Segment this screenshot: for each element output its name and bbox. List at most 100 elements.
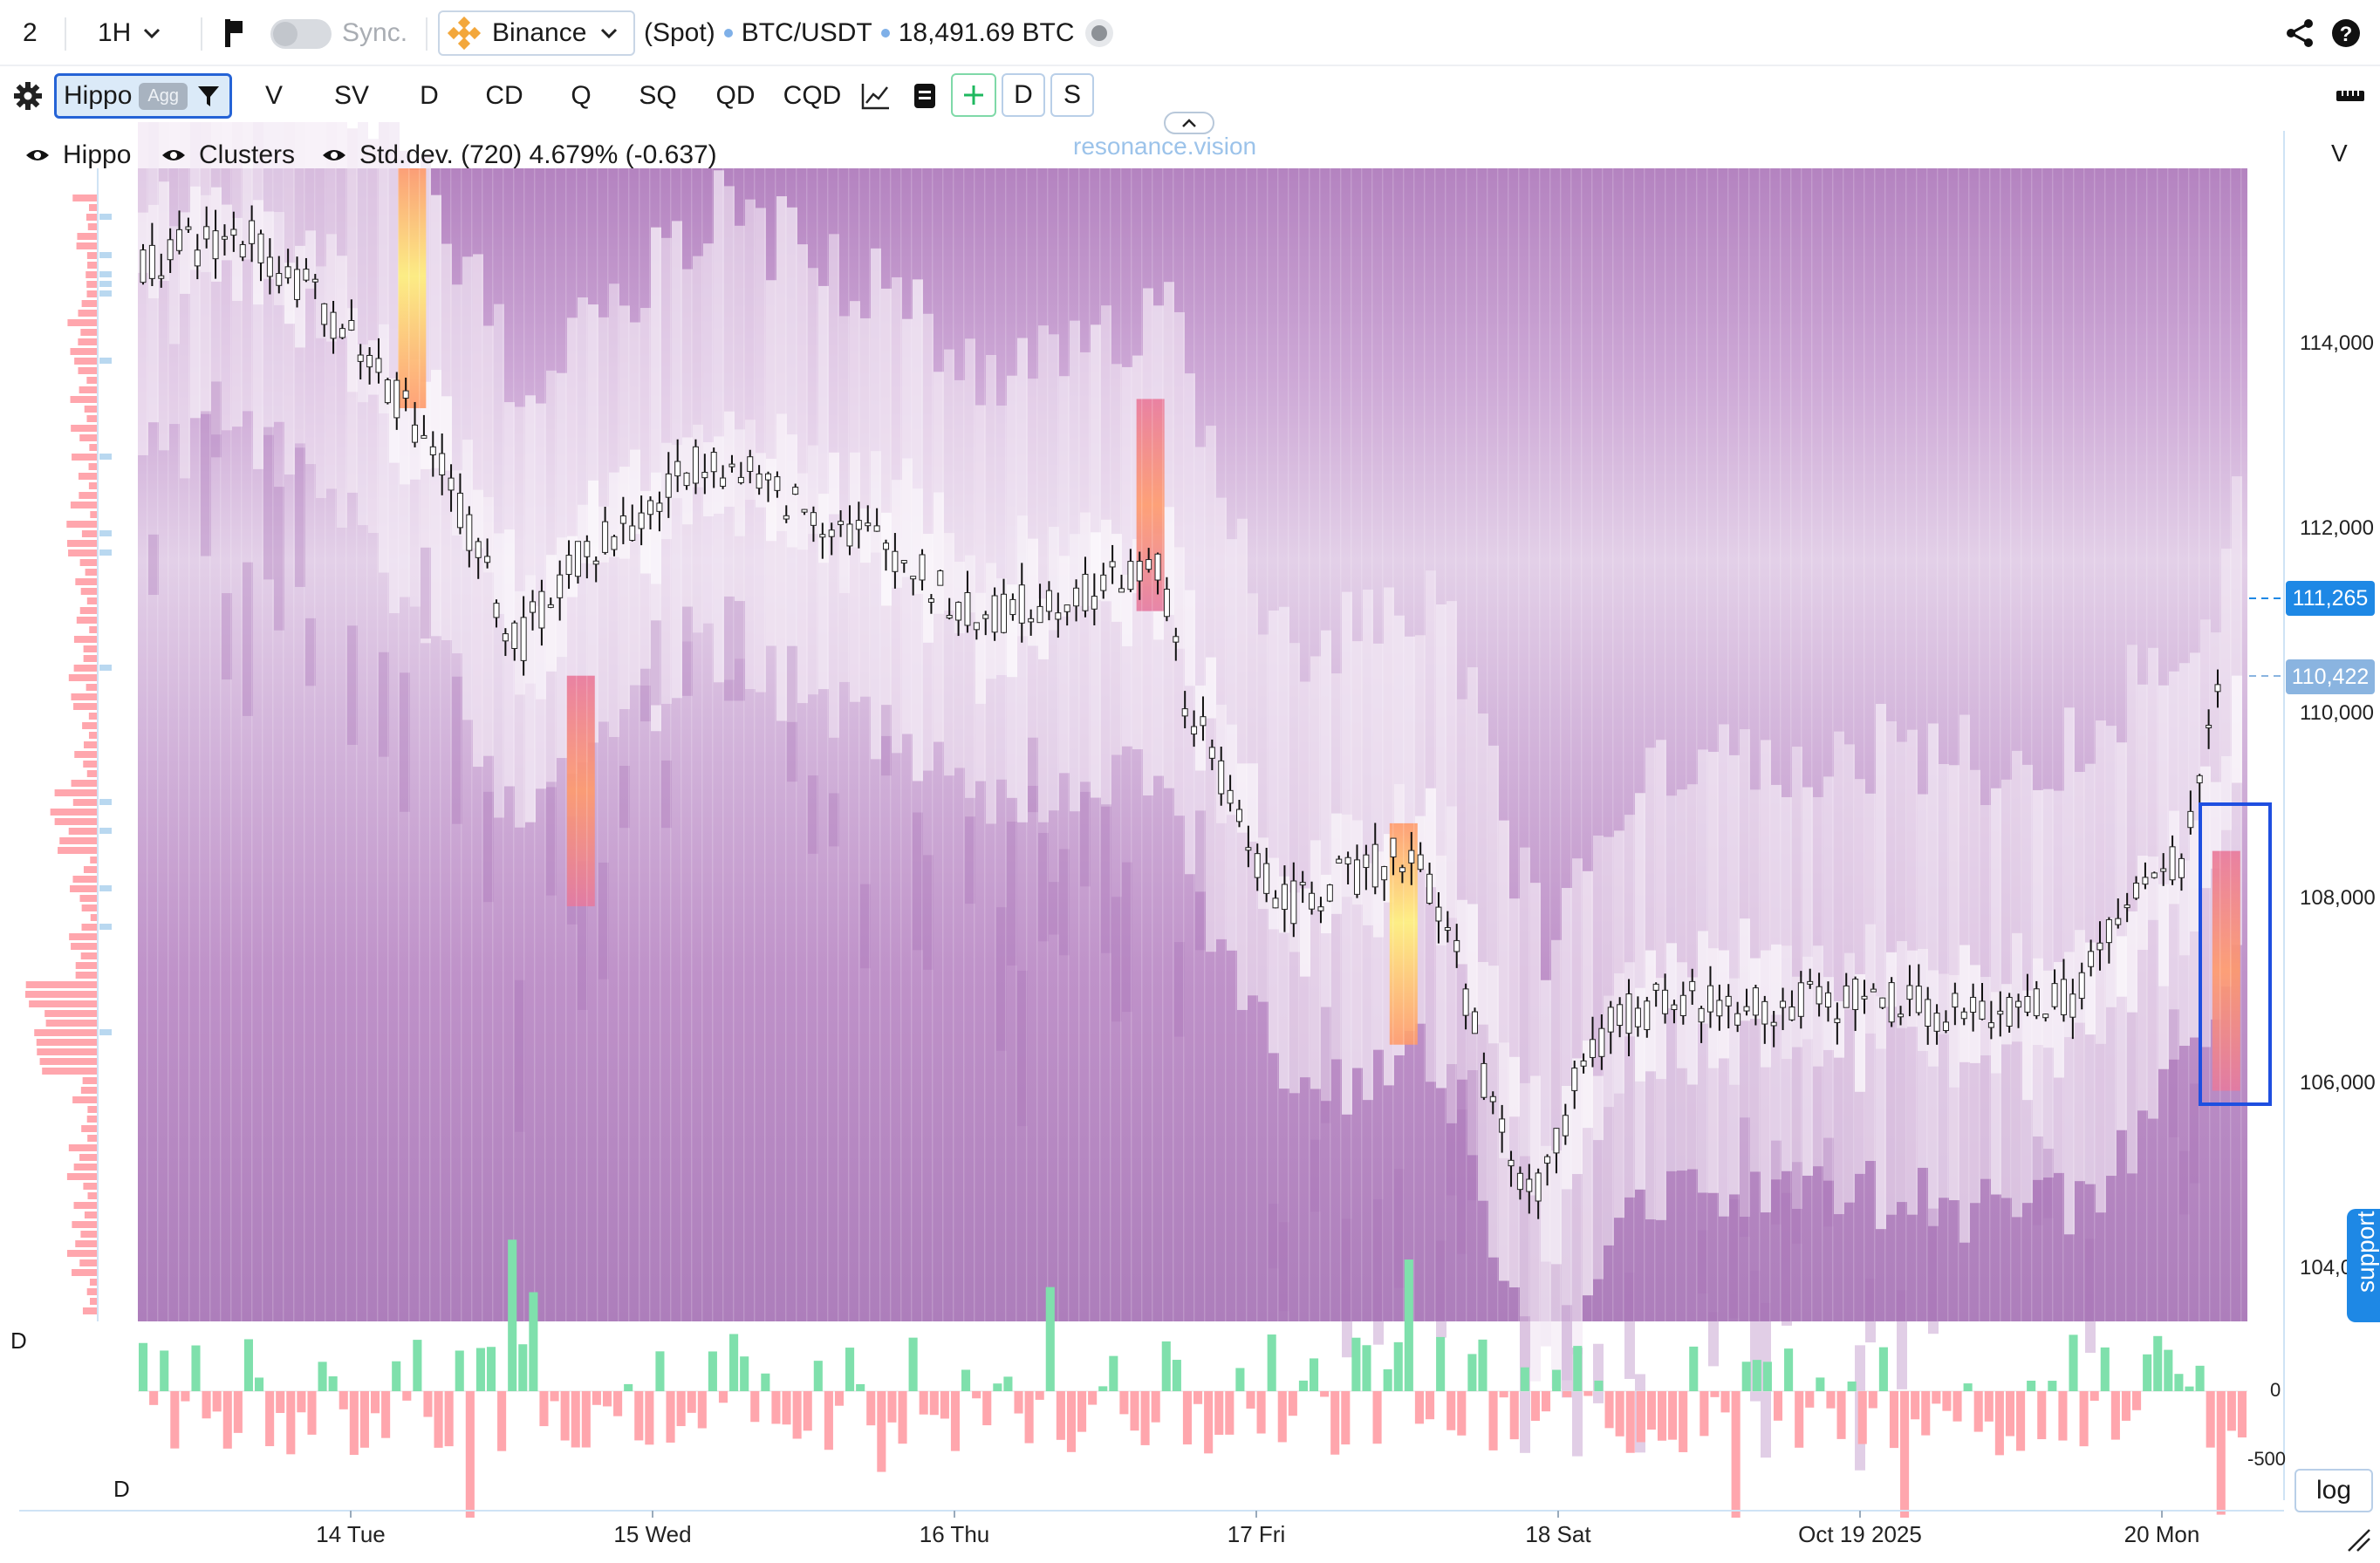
s-toggle-button[interactable]: S [1050,73,1094,117]
delta-bar-negative [444,1391,454,1447]
eye-icon[interactable] [161,147,187,164]
support-tab[interactable]: support [2347,1209,2380,1322]
share-icon[interactable] [2286,0,2315,66]
legend-clusters[interactable]: Clusters [161,140,295,171]
top-bar: 2 1H Sync. Binance (Spot) BTC/USDT 18,49… [0,0,2380,66]
candle-body [284,266,291,279]
delta-bar-negative [1900,1391,1910,1518]
delta-bar-positive [1762,1362,1772,1391]
heat-band-dark [1593,1343,1604,1403]
delta-histogram [139,1239,2247,1518]
log-scale-button[interactable]: log [2295,1469,2373,1512]
delta-bar-negative [465,1391,475,1518]
current-price-badge[interactable]: 111,265 [2286,581,2375,616]
candle-body [584,541,591,557]
hippo-indicator-button[interactable]: Hippo Agg [54,73,232,119]
volume-profile-bar [72,876,98,883]
candle-body [1617,1004,1624,1027]
volume-profile-bar [44,1010,98,1017]
agg-badge[interactable]: Agg [139,82,188,110]
candle-body [1055,612,1062,620]
delta-bar-positive [392,1361,401,1391]
layout-count[interactable]: 2 [23,18,38,47]
legend-hippo[interactable]: Hippo [24,140,131,171]
candle-body [412,424,419,443]
volume-profile-bar [83,1183,98,1190]
delta-bar-negative [560,1391,570,1441]
delta-bar-positive [486,1347,496,1391]
volume-profile-bar [79,492,98,499]
add-indicator-button[interactable] [951,73,996,117]
delta-bar-positive [1467,1354,1477,1391]
volume-profile-bar [78,338,98,345]
candle-body [792,487,799,495]
delta-bar-positive [1784,1348,1794,1391]
tool-sq[interactable]: SQ [639,81,677,110]
delta-bar-negative [1151,1391,1160,1423]
tool-q[interactable]: Q [571,81,592,110]
tool-cqd[interactable]: CQD [783,81,842,110]
delta-bar-negative [1973,1391,1983,1432]
volume-profile-bar [72,195,98,201]
volume-profile-bar [69,933,98,940]
tool-d[interactable]: D [420,81,439,110]
candle-body [185,226,192,230]
volume-profile-bar [83,761,98,768]
flag-icon[interactable] [223,0,248,66]
sync-toggle[interactable] [270,19,332,49]
candle-body [2060,979,2067,1015]
eye-icon[interactable] [321,147,347,164]
candle-body [194,249,201,267]
volume-profile-bar [66,540,98,547]
candle-body [819,534,826,538]
candle-body [656,502,663,512]
delta-bar-negative [771,1391,781,1424]
candle-body [239,243,246,258]
exchange-select[interactable]: Binance [438,10,635,56]
tool-qd[interactable]: QD [715,81,756,110]
candle-body [737,476,744,483]
candle-body [1146,559,1152,570]
candle-body [1100,574,1107,591]
candle-body [2006,996,2013,1027]
chart-canvas[interactable] [0,122,2380,1518]
delta-bar-negative [1868,1391,1877,1409]
candle-body [1082,573,1089,611]
delta-bar-negative [170,1391,180,1449]
delta-bar-negative [2079,1391,2089,1447]
delta-bar-positive [139,1342,148,1391]
notes-icon[interactable] [909,68,940,124]
candle-body [611,536,618,550]
gear-icon[interactable] [12,68,44,124]
delta-bar-negative [2206,1391,2215,1448]
delta-bar-negative [1984,1391,1994,1422]
d-toggle-button[interactable]: D [1002,73,1045,117]
delta-bar-negative [1130,1391,1139,1431]
timeframe-select[interactable]: 1H [98,0,162,66]
ruler-icon[interactable] [2333,68,2368,124]
delta-bar-positive [455,1350,464,1391]
volume-profile-bar [75,1240,98,1247]
eye-icon[interactable] [24,147,51,164]
tool-v[interactable]: V [264,81,283,110]
delta-bar-positive [508,1239,517,1391]
candle-body [900,560,907,564]
delta-bar-negative [1646,1391,1656,1430]
collapse-toolbar-button[interactable] [1164,112,1214,134]
delta-bar-negative [1056,1391,1065,1440]
marker-price-badge[interactable]: 110,422 [2286,659,2375,694]
delta-bar-negative [1077,1391,1087,1432]
candle-body [2088,951,2095,967]
resize-handle-icon[interactable] [2345,1526,2371,1553]
filter-icon[interactable] [196,84,221,108]
line-chart-icon[interactable] [858,68,893,124]
delta-bar-positive [1404,1259,1413,1391]
tool-sv[interactable]: SV [333,81,370,110]
selection-box[interactable] [2199,802,2272,1106]
delta-bar-positive [2174,1374,2184,1391]
tool-cd[interactable]: CD [485,81,523,110]
legend-stddev[interactable]: Std.dev. (720) 4.679% (-0.637) [321,140,717,171]
delta-bar-negative [929,1391,939,1416]
help-icon[interactable]: ? [2331,0,2361,66]
delta-bar-negative [2058,1391,2068,1441]
